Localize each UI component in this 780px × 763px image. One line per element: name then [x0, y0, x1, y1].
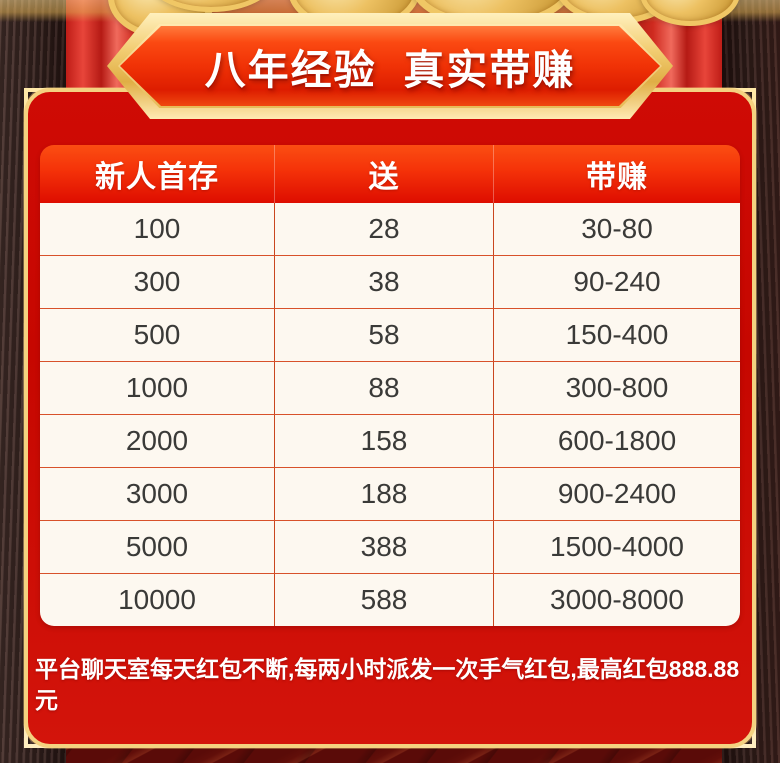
cell-earnings: 3000-8000	[493, 574, 740, 626]
table-row: 3000 188 900-2400	[40, 467, 740, 520]
table-row: 2000 158 600-1800	[40, 414, 740, 467]
cell-bonus: 28	[274, 203, 493, 255]
cell-earnings: 1500-4000	[493, 521, 740, 573]
cell-deposit: 3000	[125, 478, 189, 509]
table-row: 5000 388 1500-4000	[40, 520, 740, 573]
table-body: 100 28 30-80 300 38 90-240 500 58 150-40…	[40, 203, 740, 626]
cell-deposit: 100	[133, 213, 181, 244]
table-row: 1000 88 300-800	[40, 361, 740, 414]
cell-bonus: 38	[274, 256, 493, 308]
cell-bonus: 158	[274, 415, 493, 467]
cell-earnings: 30-80	[493, 203, 740, 255]
column-header-bonus: 送	[274, 145, 493, 203]
column-header-deposit: 新人首存	[95, 161, 219, 194]
table-header-row: 新人首存 送 带赚	[40, 145, 740, 203]
cell-deposit: 500	[133, 319, 181, 350]
ribbon-face	[120, 26, 660, 106]
deposit-bonus-table: 新人首存 送 带赚 100 28 30-80 300 38 90-240 500…	[40, 145, 740, 626]
cell-earnings: 300-800	[493, 362, 740, 414]
cell-deposit: 10000	[118, 584, 196, 615]
table-row: 500 58 150-400	[40, 308, 740, 361]
title-ribbon: 八年经验 真实带赚	[107, 13, 673, 119]
cell-earnings: 150-400	[493, 309, 740, 361]
cell-bonus: 388	[274, 521, 493, 573]
column-header-earnings: 带赚	[493, 145, 740, 203]
cell-earnings: 600-1800	[493, 415, 740, 467]
cell-earnings: 900-2400	[493, 468, 740, 520]
cell-deposit: 1000	[125, 372, 189, 403]
table-row: 300 38 90-240	[40, 255, 740, 308]
cell-deposit: 5000	[125, 531, 189, 562]
cell-deposit: 300	[133, 266, 181, 297]
table-row: 10000 588 3000-8000	[40, 573, 740, 626]
cell-deposit: 2000	[125, 425, 189, 456]
cell-bonus: 188	[274, 468, 493, 520]
cell-bonus: 88	[274, 362, 493, 414]
banner-title: 八年经验 真实带赚	[204, 47, 576, 93]
cell-earnings: 90-240	[493, 256, 740, 308]
cell-bonus: 58	[274, 309, 493, 361]
table-row: 100 28 30-80	[40, 203, 740, 255]
promo-footnote: 平台聊天室每天红包不断,每两小时派发一次手气红包,最高红包888.88元	[35, 656, 740, 713]
cell-bonus: 588	[274, 574, 493, 626]
